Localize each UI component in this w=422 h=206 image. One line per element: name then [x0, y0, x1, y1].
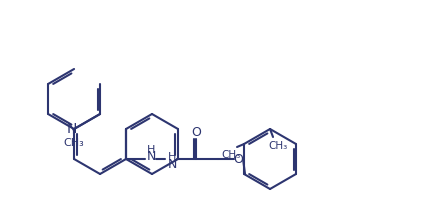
- Text: H: H: [147, 144, 155, 154]
- Text: O: O: [233, 153, 243, 166]
- Text: CH₃: CH₃: [64, 137, 84, 147]
- Text: N: N: [168, 158, 177, 171]
- Text: CH₃: CH₃: [268, 140, 288, 150]
- Text: N: N: [146, 150, 156, 163]
- Text: N: N: [67, 121, 77, 135]
- Text: CH₃: CH₃: [222, 149, 241, 159]
- Text: H: H: [168, 151, 176, 161]
- Text: O: O: [191, 125, 201, 138]
